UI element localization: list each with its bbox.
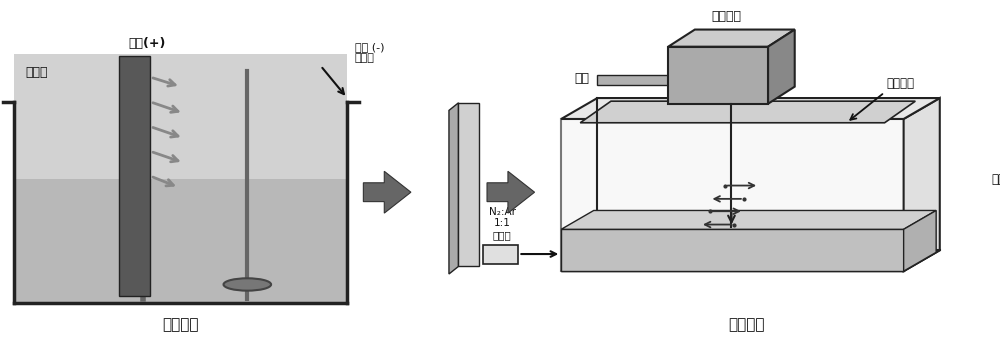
Text: 阴极 (-)
不锈钢: 阴极 (-) 不锈钢 (355, 42, 384, 63)
Polygon shape (904, 211, 936, 271)
Text: 微弧氧化: 微弧氧化 (162, 317, 199, 332)
Text: 激光氮化: 激光氮化 (728, 317, 765, 332)
Polygon shape (561, 250, 940, 271)
Polygon shape (561, 211, 936, 229)
Text: 激光: 激光 (574, 71, 589, 85)
Text: 电解液: 电解液 (26, 66, 48, 79)
Text: N₂:Ar
1:1
气体进: N₂:Ar 1:1 气体进 (489, 206, 516, 240)
Polygon shape (597, 75, 668, 85)
Text: 阳极(+): 阳极(+) (129, 36, 166, 50)
Polygon shape (904, 98, 940, 271)
Polygon shape (668, 29, 795, 47)
Polygon shape (363, 171, 411, 213)
Polygon shape (561, 98, 940, 119)
Ellipse shape (224, 278, 271, 291)
Polygon shape (668, 47, 768, 104)
Polygon shape (119, 56, 150, 296)
Polygon shape (768, 29, 795, 104)
Text: 光学镜片: 光学镜片 (887, 77, 915, 91)
Polygon shape (580, 101, 915, 123)
Polygon shape (985, 188, 1000, 208)
Polygon shape (487, 171, 535, 213)
Polygon shape (458, 103, 479, 266)
FancyBboxPatch shape (14, 179, 347, 304)
Polygon shape (561, 229, 904, 271)
Text: 扫描振镜: 扫描振镜 (711, 10, 741, 23)
Polygon shape (449, 103, 458, 274)
Text: 气体出: 气体出 (991, 172, 1000, 186)
Polygon shape (483, 245, 518, 263)
FancyBboxPatch shape (14, 54, 347, 304)
Polygon shape (561, 119, 904, 271)
